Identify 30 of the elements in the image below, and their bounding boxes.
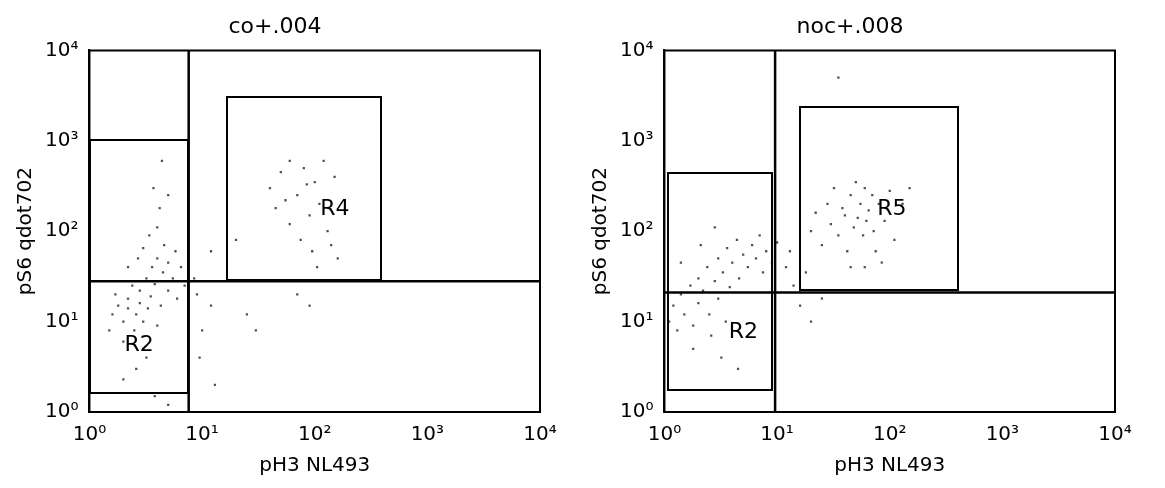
y-tick-label: 10¹ (620, 307, 654, 332)
x-axis-title: pH3 NL493 (834, 452, 946, 477)
x-tick-label: 10⁰ (72, 421, 107, 446)
x-tick-label: 10⁰ (647, 421, 682, 446)
y-tick-label: 10⁴ (620, 36, 654, 61)
x-tick-label: 10² (873, 421, 907, 446)
y-tick-label: 10⁰ (620, 398, 654, 423)
y-tick-label: 10³ (45, 127, 79, 151)
x-tick-label: 10⁴ (523, 421, 557, 446)
x-tick-label: 10³ (410, 421, 445, 446)
y-tick-label: 10³ (620, 127, 654, 151)
annotation: R5 (877, 194, 907, 220)
annotation: R2 (728, 317, 758, 343)
annotation: R4 (320, 194, 350, 220)
y-tick-label: 10¹ (45, 307, 79, 332)
x-tick-label: 10¹ (185, 421, 219, 446)
x-tick-label: 10¹ (760, 421, 794, 446)
y-tick-label: 10⁴ (45, 36, 79, 61)
y-axis-title: pS6 qdot702 (587, 167, 612, 296)
x-tick-label: 10⁴ (1098, 421, 1132, 446)
x-tick-label: 10³ (985, 421, 1020, 446)
annotation: R2 (124, 330, 154, 356)
chart-title: co+.004 (228, 12, 322, 38)
y-axis-title: pS6 qdot702 (12, 167, 37, 296)
chart-title: noc+.008 (796, 12, 904, 38)
x-tick-label: 10² (298, 421, 332, 446)
x-axis-title: pH3 NL493 (259, 452, 371, 477)
y-tick-label: 10² (45, 217, 79, 242)
y-tick-label: 10⁰ (45, 398, 79, 423)
y-tick-label: 10² (620, 217, 654, 242)
